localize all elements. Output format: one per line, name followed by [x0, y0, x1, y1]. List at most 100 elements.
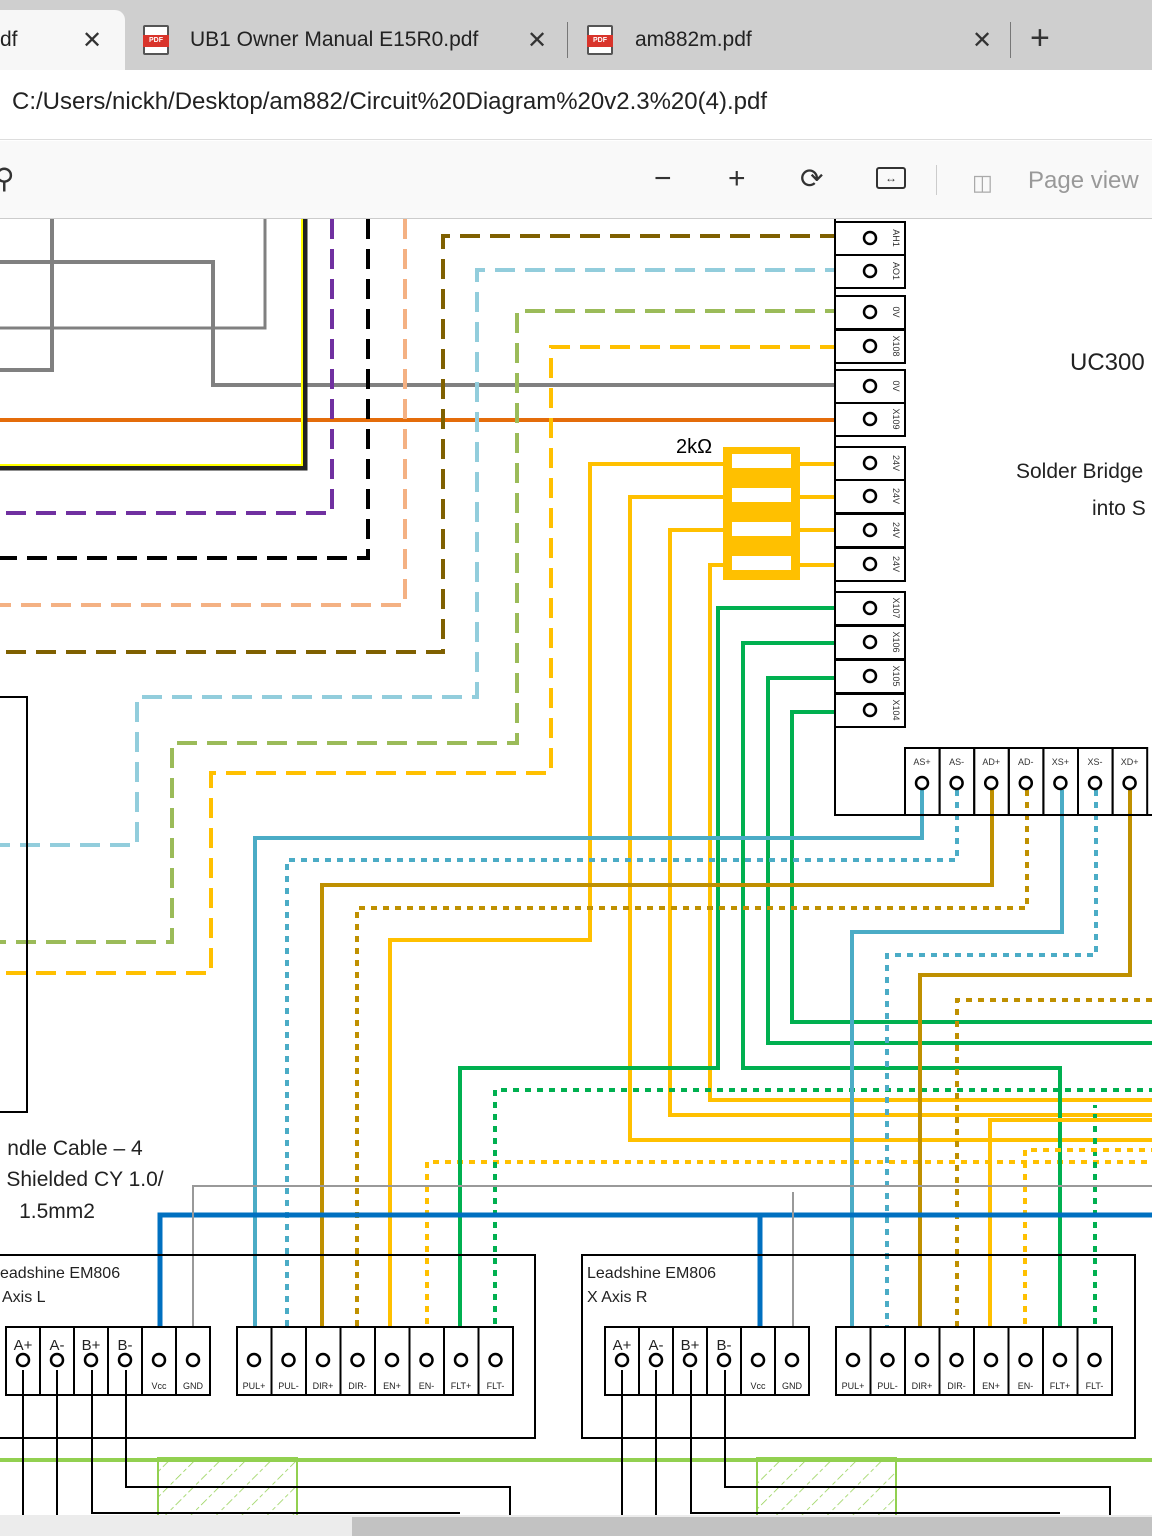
controller-side-pins: AH1 AO1 0V X108 0V X109 24V 24V 24V 24V X107 X106 X1… [834, 221, 906, 728]
terminal-icon [15, 1352, 31, 1368]
driver-right-pins: A+ A- B+ B- Vcc GND PUL+ PUL- DIR+ DIR- EN+ EN- FLT+… [604, 1326, 1113, 1396]
tab-label: UB1 Owner Manual E15R0.pdf [190, 28, 479, 51]
wire-bundle [0, 219, 870, 1113]
toolbar-divider [936, 165, 937, 195]
driver-pin: GND [774, 1326, 810, 1396]
pin-label: AS- [949, 757, 964, 767]
pin-label: B+ [82, 1337, 101, 1354]
terminal-icon [281, 1352, 296, 1368]
tab-circuit-diagram[interactable]: df ✕ [0, 10, 125, 70]
tab-label: df [0, 28, 18, 51]
driver-pin: Vcc [740, 1326, 776, 1396]
pin-label: X104 [891, 699, 901, 720]
note-line-2: into S [1092, 497, 1146, 520]
driver-pin: FLT- [477, 1326, 514, 1396]
terminal-icon [862, 230, 878, 246]
controller-pin: AO1 [834, 254, 906, 289]
driver-pin: EN- [408, 1326, 445, 1396]
controller-pin: X104 [834, 693, 906, 728]
terminal-icon [151, 1352, 167, 1368]
driver-pin: FLT+ [443, 1326, 480, 1396]
rotate-icon[interactable]: ⟳ [800, 163, 824, 194]
driver-name: Leadshine EM806 [587, 1265, 716, 1282]
pin-label: EN- [419, 1381, 435, 1391]
driver-pin: PUL+ [835, 1326, 872, 1396]
pin-label: FLT+ [451, 1381, 472, 1391]
controller-pin: AS- [938, 747, 976, 816]
pin-label: 24V [891, 455, 901, 471]
pdf-icon: PDF [143, 25, 169, 55]
pin-label: 24V [891, 488, 901, 504]
search-icon[interactable]: ⚲ [0, 163, 15, 194]
terminal-icon [1087, 775, 1103, 791]
driver-pin: B+ [73, 1326, 109, 1396]
controller-pin: XD+ [1111, 747, 1149, 816]
close-tab-icon[interactable]: ✕ [527, 26, 548, 54]
controller-pin: X109 [834, 402, 906, 437]
driver-left: eadshine EM806 Axis L A+ A- B+ B- Vcc GND PUL+… [0, 1254, 536, 1439]
tab-separator [567, 22, 568, 58]
terminal-icon [949, 775, 964, 791]
close-tab-icon[interactable]: ✕ [972, 26, 993, 54]
terminal-icon [862, 411, 878, 427]
controller-bottom-pins: AS+ AS- AD+ AD- XS+ XS- XD+ [904, 747, 1149, 816]
terminal-icon [648, 1352, 664, 1368]
controller-pin: X108 [834, 329, 906, 364]
pin-label: GND [782, 1381, 803, 1391]
terminal-icon [949, 1352, 964, 1368]
tab-am882m[interactable]: PDF am882m.pdf ✕ [570, 10, 1010, 70]
address-bar[interactable]: C:/Users/nickh/Desktop/am882/Circuit%20D… [0, 70, 1152, 140]
scrollbar-thumb[interactable] [352, 1517, 1152, 1536]
pdf-toolbar: ⚲ − + ⟳ ↔ ◫ Page view [0, 141, 1152, 219]
terminal-icon [185, 1352, 201, 1368]
pin-label: Vcc [750, 1381, 766, 1391]
controller-pin: X105 [834, 659, 906, 694]
horizontal-scrollbar[interactable] [0, 1515, 1152, 1536]
driver-pin: DIR- [938, 1326, 975, 1396]
pin-label: PUL+ [243, 1381, 266, 1391]
terminal-icon [862, 556, 878, 572]
pin-label: DIR- [348, 1381, 367, 1391]
zoom-out-button[interactable]: − [654, 162, 672, 195]
terminal-icon [716, 1352, 732, 1368]
terminal-icon [862, 263, 878, 279]
pin-label: A+ [14, 1337, 33, 1354]
driver-name: eadshine EM806 [0, 1265, 120, 1282]
resistor-label: 2kΩ [676, 436, 712, 458]
uc300-controller: AH1 AO1 0V X108 0V X109 24V 24V 24V 24V X107 X106 X1… [834, 219, 1152, 816]
driver-pin: A- [638, 1326, 674, 1396]
driver-pin: DIR+ [904, 1326, 941, 1396]
controller-pin: X106 [834, 625, 906, 660]
pin-label: EN+ [982, 1381, 1000, 1391]
cable-label-line: ndle Cable – 4 [7, 1137, 143, 1160]
pin-label: PUL+ [842, 1381, 865, 1391]
controller-pin: 0V [834, 369, 906, 404]
terminal-icon [862, 668, 878, 684]
controller-title: UC300 [1070, 349, 1145, 376]
controller-pin: X107 [834, 591, 906, 626]
driver-pin: DIR- [339, 1326, 376, 1396]
terminal-icon [845, 1352, 861, 1368]
pin-label: DIR+ [313, 1381, 334, 1391]
terminal-icon [862, 304, 878, 320]
pin-label: B+ [681, 1337, 700, 1354]
driver-pin: EN+ [374, 1326, 411, 1396]
pin-label: FLT- [487, 1381, 505, 1391]
zoom-in-button[interactable]: + [728, 162, 746, 195]
new-tab-button[interactable]: + [1030, 19, 1050, 57]
terminal-icon [453, 1352, 469, 1368]
pin-label: 24V [891, 522, 901, 538]
note-line-1: Solder Bridge [1016, 460, 1143, 483]
fit-width-icon[interactable]: ↔ [876, 167, 906, 189]
pin-label: XS+ [1052, 757, 1069, 767]
terminal-icon [862, 600, 878, 616]
page-view-icon[interactable]: ◫ [972, 170, 993, 195]
tab-ub1-manual[interactable]: PDF UB1 Owner Manual E15R0.pdf ✕ [125, 10, 565, 70]
pin-label: B- [717, 1337, 732, 1354]
close-tab-icon[interactable]: ✕ [82, 26, 103, 54]
terminal-icon [862, 488, 878, 504]
pin-label: X105 [891, 665, 901, 686]
pin-label: 0V [891, 306, 901, 317]
terminal-icon [488, 1352, 503, 1368]
page-view-button[interactable]: Page view [1028, 167, 1139, 194]
